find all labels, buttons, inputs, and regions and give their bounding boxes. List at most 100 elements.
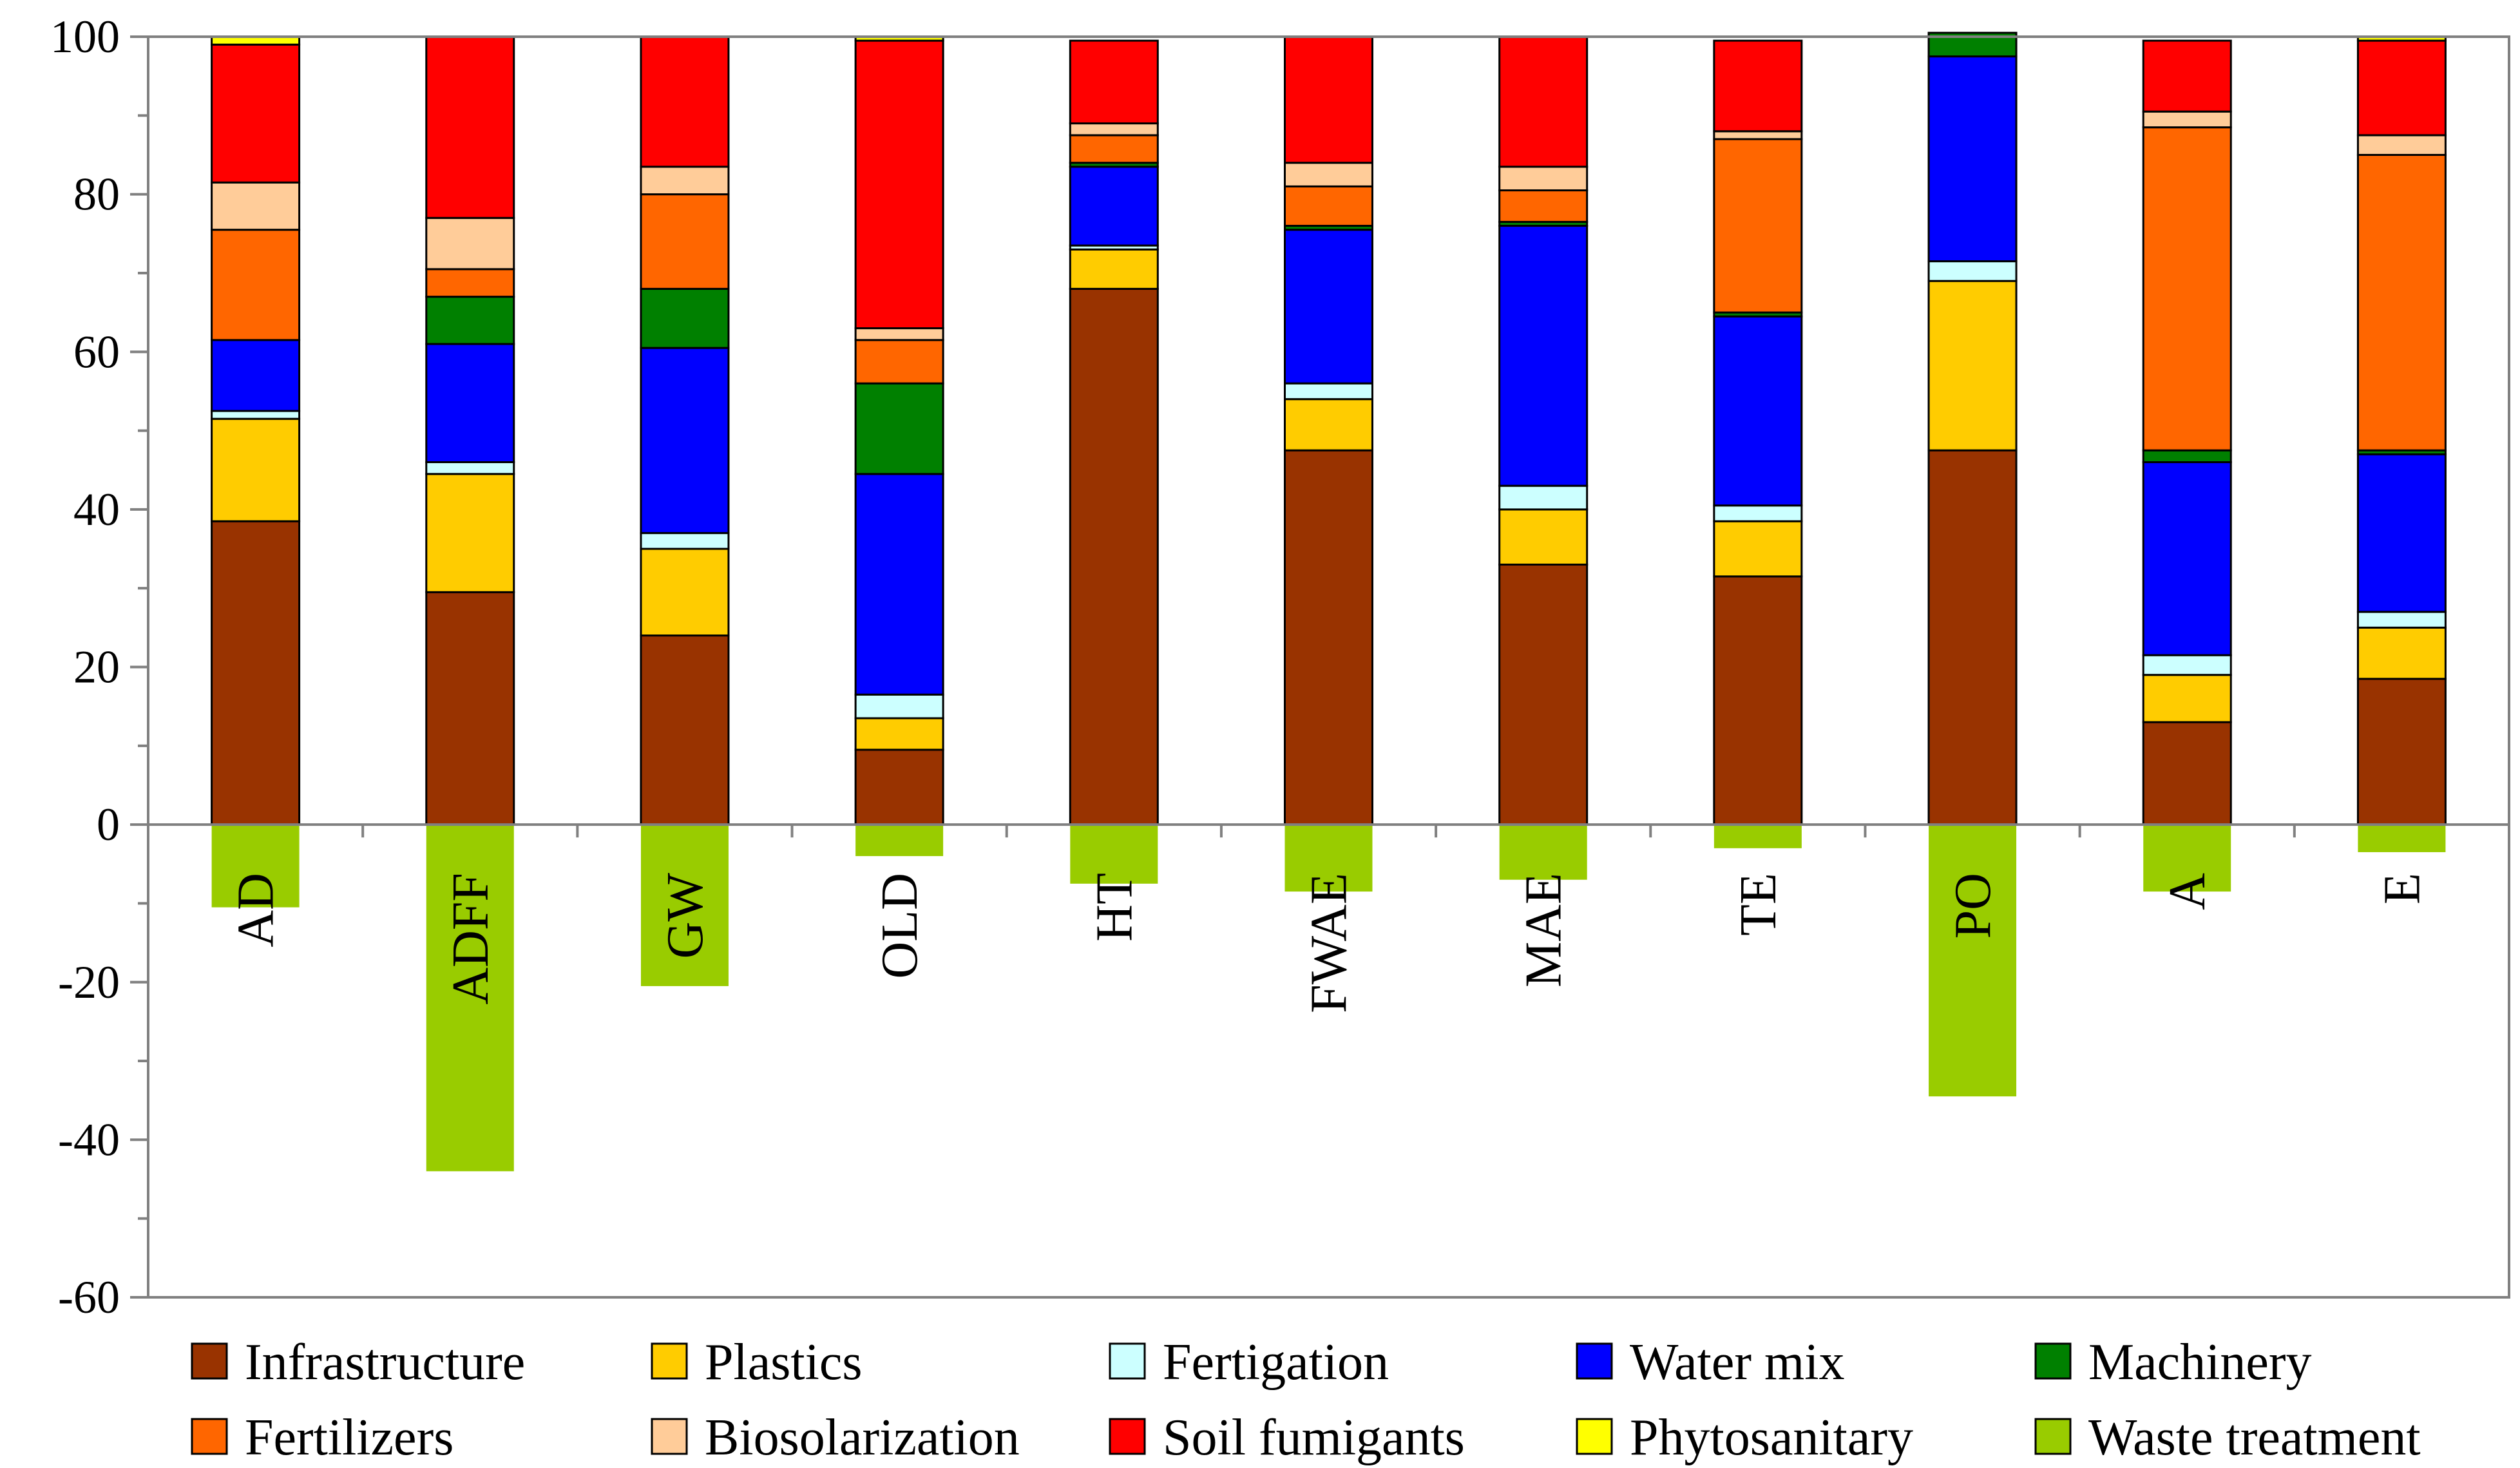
bar-segment-adff-infrastructure (425, 591, 515, 826)
bar-segment-a-plastics (2142, 674, 2232, 723)
bar-segment-po-plastics (1927, 280, 2018, 452)
bar-segment-fwae-infrastructure (1284, 449, 1373, 826)
legend-swatch-biosolarization (651, 1418, 688, 1455)
bar-segment-adff-soil-fumigants (425, 35, 515, 219)
bar-segment-mae-fertilizers (1498, 189, 1589, 223)
bar-segment-old-infrastructure (854, 748, 944, 826)
legend-label-waste-treatment: Waste treatment (2088, 1409, 2421, 1466)
bar-segment-fwae-waste-treatment (1284, 825, 1373, 892)
bar-segment-e-fertigation (2356, 611, 2447, 629)
legend-swatch-waste-treatment (2034, 1418, 2072, 1455)
bar-segment-old-soil-fumigants (854, 39, 944, 330)
bar-segment-old-fertilizers (854, 339, 944, 385)
legend-label-fertigation: Fertigation (1163, 1334, 1389, 1391)
y-tick-label: 100 (50, 11, 120, 62)
bar-segment-ad-soil-fumigants (211, 43, 301, 184)
y-tick-label: 0 (97, 799, 120, 850)
bar-segment-te-infrastructure (1713, 575, 1803, 826)
bar-segment-adff-fertilizers (425, 268, 515, 298)
category-label-fwae: FWAE (1301, 873, 1358, 1013)
legend: Infrastructure Plastics Fertigation Water m… (191, 1334, 2421, 1466)
bar-segment-te-water-mix (1713, 315, 1803, 507)
bar-segment-mae-soil-fumigants (1498, 35, 1589, 168)
legend-swatch-infrastructure (191, 1342, 228, 1380)
category-label-a: A (2159, 873, 2216, 910)
bar-segment-adff-fertigation (425, 461, 515, 475)
bar-segment-old-fertigation (854, 693, 944, 720)
legend-label-phytosanitary: Phytosanitary (1630, 1409, 1913, 1466)
bar-segment-mae-water-mix (1498, 225, 1589, 487)
bar-segment-mae-plastics (1498, 508, 1589, 566)
bar-segment-fwae-fertigation (1284, 382, 1373, 401)
bar-segment-mae-fertigation (1498, 484, 1589, 511)
legend-swatch-water-mix (1576, 1342, 1613, 1380)
bar-segment-e-infrastructure (2356, 678, 2447, 826)
bar-segment-gw-water-mix (640, 347, 730, 535)
bar-segment-a-waste-treatment (2143, 825, 2231, 892)
category-label-e: E (2374, 873, 2430, 904)
bar-segment-te-soil-fumigants (1713, 39, 1803, 133)
category-label-po: PO (1945, 873, 2001, 939)
legend-label-plastics: Plastics (705, 1334, 862, 1391)
bar-segment-fwae-water-mix (1284, 229, 1373, 385)
bar-segment-fwae-biosolarization (1284, 162, 1373, 187)
axes-layer: -60 -40 -20 0 20 40 60 80 100 AD ADFF GW OLD HT FWAE MA… (50, 11, 2510, 1323)
bar-segment-ht-soil-fumigants (1069, 39, 1159, 125)
bar-segment-ad-fertigation (211, 410, 301, 420)
legend-swatch-soil-fumigants (1109, 1418, 1146, 1455)
legend-label-machinery: Machinery (2088, 1334, 2312, 1391)
bar-segment-adff-water-mix (425, 343, 515, 463)
bar-segment-po-water-mix (1927, 55, 2018, 263)
bar-segment-e-water-mix (2356, 453, 2447, 613)
bar-segment-mae-biosolarization (1498, 166, 1589, 192)
category-label-mae: MAE (1516, 873, 1572, 987)
bar-segment-old-water-mix (854, 473, 944, 696)
bar-segment-te-fertigation (1713, 504, 1803, 522)
bar-segment-te-fertilizers (1713, 138, 1803, 314)
bar-segment-ht-biosolarization (1069, 122, 1159, 137)
bar-segment-a-fertigation (2142, 654, 2232, 676)
bar-segment-gw-fertilizers (640, 193, 730, 290)
bar-segment-fwae-plastics (1284, 398, 1373, 452)
bar-segment-a-water-mix (2142, 461, 2232, 656)
legend-label-biosolarization: Biosolarization (705, 1409, 1020, 1466)
bar-segment-gw-machinery (640, 287, 730, 349)
bar-segment-te-waste-treatment (1713, 825, 1802, 848)
category-label-old: OLD (872, 873, 928, 978)
bar-segment-gw-waste-treatment (640, 825, 729, 986)
bar-segment-mae-infrastructure (1498, 563, 1589, 826)
y-tick-label: 60 (73, 326, 120, 377)
bar-segment-ht-fertilizers (1069, 134, 1159, 164)
bar-segment-gw-plastics (640, 548, 730, 637)
bar-segment-ht-waste-treatment (1070, 825, 1158, 884)
bar-segment-ht-water-mix (1069, 166, 1159, 247)
bar-segment-fwae-fertilizers (1284, 185, 1373, 227)
bar-segment-po-waste-treatment (1929, 825, 2017, 1097)
bar-segment-adff-waste-treatment (426, 825, 514, 1172)
legend-label-soil-fumigants: Soil fumigants (1163, 1409, 1465, 1466)
bar-segment-ad-waste-treatment (211, 825, 300, 908)
bar-segment-gw-infrastructure (640, 634, 730, 826)
bar-segment-mae-waste-treatment (1499, 825, 1587, 880)
legend-swatch-phytosanitary (1576, 1418, 1613, 1455)
bar-segment-adff-biosolarization (425, 216, 515, 271)
bar-segment-ad-plastics (211, 417, 301, 522)
y-tick-label: 40 (73, 484, 120, 535)
category-label-adff: ADFF (443, 873, 499, 1005)
y-tick-label: -40 (58, 1114, 120, 1165)
bar-segment-ad-water-mix (211, 339, 301, 412)
legend-swatch-plastics (651, 1342, 688, 1380)
y-tick-label: -60 (58, 1272, 120, 1323)
bar-segment-e-waste-treatment (2358, 825, 2446, 852)
bar-segment-gw-biosolarization (640, 166, 730, 196)
bar-segment-a-biosolarization (2142, 110, 2232, 129)
bar-segment-adff-plastics (425, 473, 515, 593)
legend-label-water-mix: Water mix (1630, 1334, 1844, 1391)
legend-label-infrastructure: Infrastructure (245, 1334, 525, 1391)
bar-segment-po-infrastructure (1927, 449, 2018, 826)
bar-segment-ht-plastics (1069, 248, 1159, 290)
y-tick-label: 20 (73, 642, 120, 693)
bar-segment-fwae-soil-fumigants (1284, 35, 1373, 164)
y-tick-label: -20 (58, 957, 120, 1008)
legend-swatch-fertigation (1109, 1342, 1146, 1380)
